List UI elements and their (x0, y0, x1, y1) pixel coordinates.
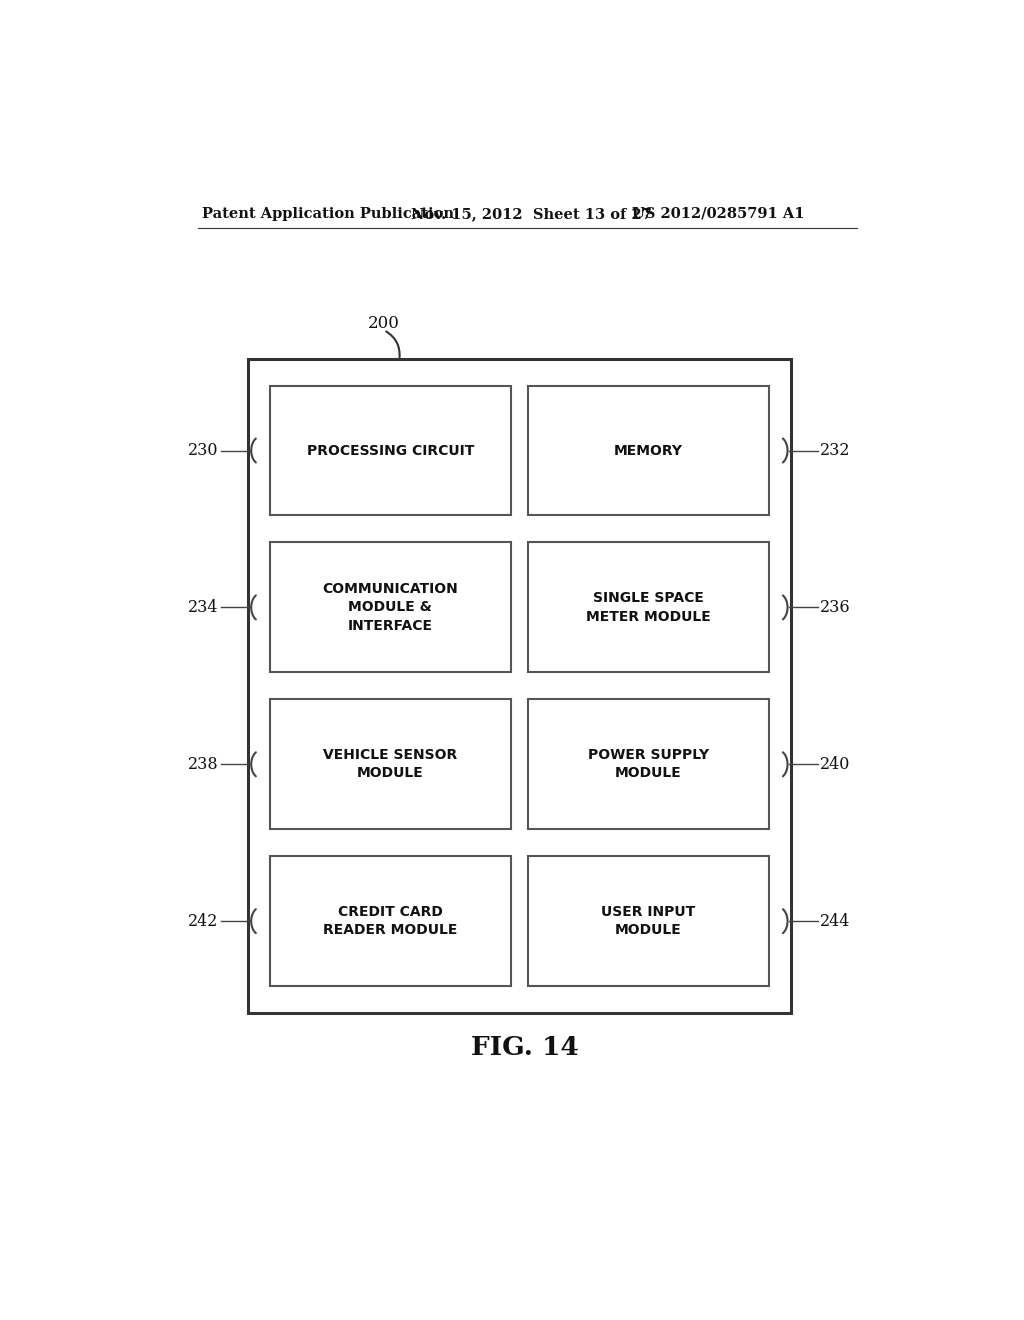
Text: 200: 200 (369, 315, 400, 333)
Bar (270, 857, 511, 986)
Bar (528, 543, 769, 672)
Text: 234: 234 (188, 599, 219, 616)
Text: 240: 240 (820, 756, 851, 772)
Text: 232: 232 (820, 442, 851, 459)
Bar (528, 700, 769, 829)
Text: 236: 236 (820, 599, 851, 616)
Text: 244: 244 (820, 912, 851, 929)
Text: 238: 238 (188, 756, 219, 772)
Text: Patent Application Publication: Patent Application Publication (202, 207, 454, 220)
Bar (528, 857, 769, 986)
Text: SINGLE SPACE
METER MODULE: SINGLE SPACE METER MODULE (586, 591, 711, 623)
Bar (270, 543, 511, 672)
Text: MEMORY: MEMORY (614, 444, 683, 458)
Text: COMMUNICATION
MODULE &
INTERFACE: COMMUNICATION MODULE & INTERFACE (323, 582, 458, 632)
Text: PROCESSING CIRCUIT: PROCESSING CIRCUIT (306, 444, 474, 458)
Bar (248, 359, 791, 1014)
Text: FIG. 14: FIG. 14 (471, 1035, 579, 1060)
Text: USER INPUT
MODULE: USER INPUT MODULE (601, 906, 695, 937)
Bar (270, 385, 511, 516)
Text: US 2012/0285791 A1: US 2012/0285791 A1 (632, 207, 804, 220)
Bar (270, 700, 511, 829)
Text: 242: 242 (188, 912, 219, 929)
Text: CREDIT CARD
READER MODULE: CREDIT CARD READER MODULE (324, 906, 458, 937)
Text: 230: 230 (188, 442, 219, 459)
Text: Nov. 15, 2012  Sheet 13 of 27: Nov. 15, 2012 Sheet 13 of 27 (411, 207, 651, 220)
Text: POWER SUPPLY
MODULE: POWER SUPPLY MODULE (588, 748, 709, 780)
Text: VEHICLE SENSOR
MODULE: VEHICLE SENSOR MODULE (324, 748, 458, 780)
Bar (528, 385, 769, 516)
